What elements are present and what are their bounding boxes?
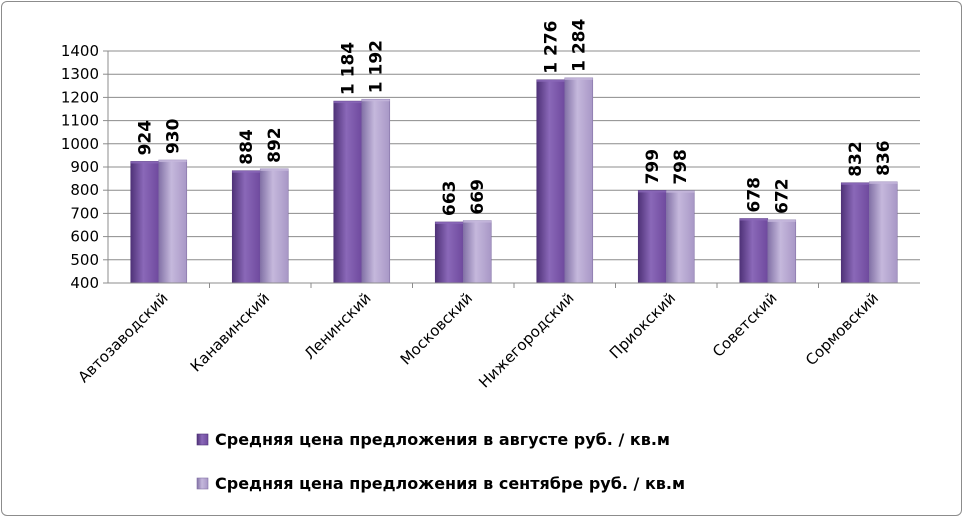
bar-top-highlight <box>435 221 464 224</box>
gridlines <box>108 50 920 284</box>
data-label: 669 <box>468 179 488 215</box>
data-label: 1 276 <box>542 21 562 74</box>
y-tick-label: 500 <box>70 251 99 269</box>
bar-august-4 <box>536 79 566 284</box>
y-axis-ticks: 400 500 600 700 800 900 1000 1100 1200 1300 1400 <box>61 42 108 292</box>
axes <box>107 51 920 288</box>
bar-august-2 <box>333 100 363 284</box>
bar-top-highlight <box>739 218 768 221</box>
y-tick-label: 1200 <box>61 88 99 106</box>
data-label: 1 192 <box>367 40 387 93</box>
data-label: 663 <box>440 180 460 216</box>
data-label: 892 <box>265 127 285 163</box>
legend-label: Средняя цена предложения в августе руб. … <box>215 430 670 449</box>
bars <box>130 77 898 284</box>
bar-september-0 <box>158 159 188 284</box>
legend-swatch <box>196 433 209 446</box>
data-label: 884 <box>237 129 257 165</box>
bar-top-highlight <box>232 170 261 173</box>
y-tick-label: 1300 <box>61 65 99 83</box>
data-label: 930 <box>164 118 184 154</box>
y-tick-label: 1000 <box>61 135 99 153</box>
bar-september-5 <box>665 190 695 284</box>
legend: Средняя цена предложения в августе руб. … <box>196 430 685 493</box>
bar-top-highlight <box>767 219 796 222</box>
y-tick-label: 600 <box>70 228 99 246</box>
data-label: 798 <box>671 149 691 185</box>
data-label: 678 <box>745 177 765 213</box>
y-tick-label: 800 <box>70 181 99 199</box>
bar-september-2 <box>361 98 391 284</box>
data-label: 836 <box>874 140 894 176</box>
category-label: Канавинский <box>187 289 273 375</box>
bar-top-highlight <box>158 160 187 163</box>
data-labels: 924 930 884 892 1 184 1 192 663 669 1 276 1 284 79… <box>136 19 895 216</box>
bar-september-4 <box>564 77 594 284</box>
bar-top-highlight <box>869 181 898 184</box>
bar-top-highlight <box>666 190 695 193</box>
bar-august-3 <box>434 221 464 284</box>
y-tick-label: 900 <box>70 158 99 176</box>
bar-top-highlight <box>361 99 390 102</box>
legend-label: Средняя цена предложения в сентябре руб.… <box>215 474 685 493</box>
category-label: Советский <box>709 289 781 361</box>
bar-top-highlight <box>564 77 593 80</box>
bar-top-highlight <box>260 168 289 171</box>
data-label: 924 <box>136 120 156 156</box>
category-label: Приокский <box>606 289 679 362</box>
bar-top-highlight <box>333 101 362 104</box>
bar-august-0 <box>130 161 160 284</box>
bar-top-highlight <box>463 220 492 223</box>
data-label: 799 <box>643 149 663 185</box>
y-tick-label: 1400 <box>61 42 99 60</box>
bar-september-6 <box>767 219 797 284</box>
data-label: 672 <box>773 178 793 214</box>
category-label: Автозаводский <box>74 289 171 386</box>
legend-swatch <box>196 477 209 490</box>
y-tick-label: 700 <box>70 204 99 222</box>
bar-top-highlight <box>536 79 565 82</box>
y-tick-label: 1100 <box>61 112 99 130</box>
category-label: Сормовский <box>802 289 882 369</box>
category-label: Московский <box>397 289 476 368</box>
data-label: 832 <box>846 141 866 177</box>
bar-top-highlight <box>638 190 667 193</box>
bar-september-1 <box>259 168 289 284</box>
category-label: Ленинский <box>301 289 375 363</box>
data-label: 1 284 <box>570 19 590 72</box>
bar-august-7 <box>840 182 870 284</box>
y-tick-label: 400 <box>70 274 99 292</box>
category-labels: Автозаводский Канавинский Ленинский Московс… <box>74 289 882 391</box>
category-label: Нижегородский <box>475 289 577 391</box>
bar-top-highlight <box>130 161 159 164</box>
bar-september-3 <box>462 220 492 284</box>
bar-august-5 <box>637 190 667 284</box>
bar-august-6 <box>739 218 769 284</box>
bar-september-7 <box>868 181 898 284</box>
data-label: 1 184 <box>339 42 359 95</box>
bar-august-1 <box>231 170 261 284</box>
bar-top-highlight <box>841 182 870 185</box>
